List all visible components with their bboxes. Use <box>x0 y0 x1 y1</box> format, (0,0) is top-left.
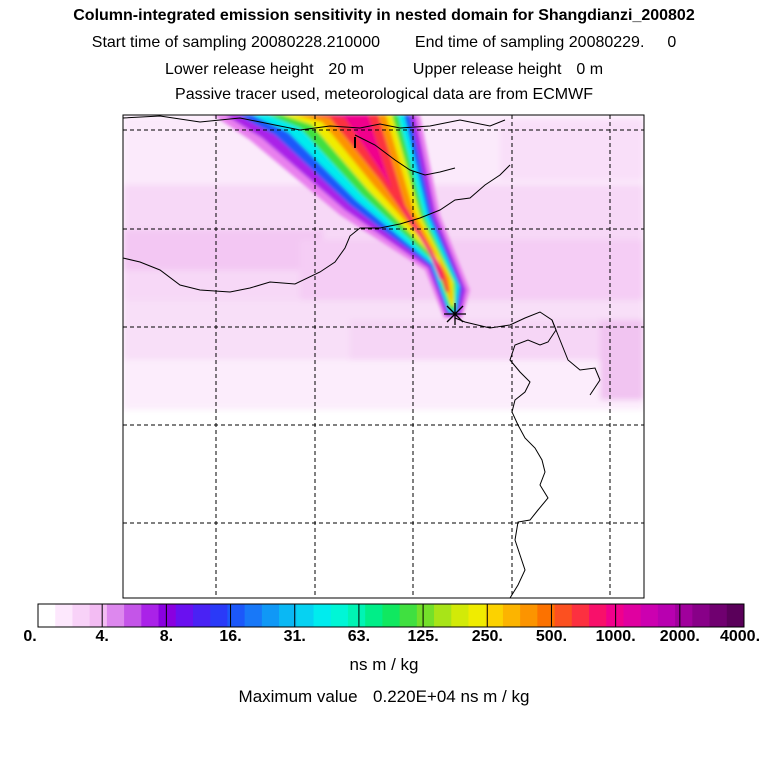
colorbar-swatch <box>192 604 211 627</box>
colorbar-swatch <box>210 604 228 627</box>
maximum-value: Maximum value 0.220E+04 ns m / kg <box>0 687 768 707</box>
colorbar-unit: ns m / kg <box>349 655 419 674</box>
max-unit: ns m / kg <box>460 687 530 706</box>
colorbar-swatch <box>571 604 590 627</box>
chart-title: Column-integrated emission sensitivity i… <box>73 7 695 24</box>
plume-band-red <box>310 115 449 292</box>
colorbar-swatch <box>365 604 383 627</box>
tracer-info: Passive tracer used, meteorological data… <box>175 86 593 103</box>
colorbar-swatch <box>261 604 280 627</box>
colorbar-tick-label: 2000. <box>659 628 700 645</box>
colorbar-swatch <box>640 604 659 627</box>
colorbar-tick-label: 8. <box>159 628 174 645</box>
colorbar-tick-label: 250. <box>471 628 503 645</box>
colorbar-tick-label: 63. <box>347 628 371 645</box>
colorbar-swatch <box>141 604 160 627</box>
background-sensitivity <box>123 115 644 410</box>
release-heights: Lower release height 20 m Upper release … <box>0 61 768 79</box>
map-frame <box>122 114 645 599</box>
plume <box>213 115 470 318</box>
colorbar-tick-label: 31. <box>283 628 306 645</box>
map-field <box>123 115 644 598</box>
colorbar-tick-label: 4. <box>95 628 109 645</box>
colorbar-swatch <box>279 604 297 627</box>
end-suffix: 0 <box>667 34 677 51</box>
colorbar-swatch <box>451 604 469 627</box>
colorbar-tick-label: 125. <box>407 628 439 645</box>
colorbar-tick-label: 1000. <box>595 628 636 645</box>
lower-label: Lower release height <box>164 61 314 78</box>
plume-band-green <box>268 115 456 310</box>
colorbar-swatch <box>606 604 624 627</box>
colorbar-swatch <box>657 604 676 627</box>
colorbar-swatch <box>399 604 418 627</box>
colorbar-frame <box>37 603 745 628</box>
colorbar-swatch <box>313 604 332 627</box>
receptor-marker <box>444 303 466 325</box>
colorbar-swatch <box>726 604 745 627</box>
colorbar-swatch <box>106 604 125 627</box>
colorbar-swatch <box>175 604 194 627</box>
upper-value: 0 m <box>576 61 604 78</box>
colorbar <box>37 603 745 628</box>
colorbar-swatch <box>589 604 607 627</box>
max-label: Maximum value <box>238 687 358 706</box>
lower-value: 20 m <box>328 61 364 78</box>
colorbar-swatch <box>485 604 504 627</box>
start-value: 20080228.210000 <box>250 34 380 51</box>
colorbar-swatch <box>347 604 366 627</box>
colorbar-swatch <box>72 604 91 627</box>
colorbar-tick-label: 4000. <box>719 628 761 645</box>
colorbar-swatch <box>709 604 728 627</box>
colorbar-tick-label: 16. <box>219 628 242 645</box>
colorbar-swatch <box>382 604 401 627</box>
colorbar-tick-label: 0. <box>23 628 37 645</box>
end-value: 20080229. <box>568 34 645 51</box>
colorbar-swatch <box>296 604 315 627</box>
colorbar-swatch <box>468 604 487 627</box>
colorbar-swatch <box>38 604 56 627</box>
colorbar-swatch <box>554 604 573 627</box>
colorbar-swatch <box>244 604 263 627</box>
colorbar-swatch <box>675 604 693 627</box>
sampling-times: Start time of sampling 20080228.210000 E… <box>0 34 768 52</box>
colorbar-swatch <box>692 604 711 627</box>
end-label: End time of sampling <box>414 34 565 51</box>
colorbar-swatch <box>330 604 349 627</box>
upper-label: Upper release height <box>412 61 562 78</box>
colorbar-swatch <box>227 604 246 627</box>
colorbar-swatch <box>520 604 538 627</box>
colorbar-swatch <box>537 604 556 627</box>
colorbar-tick-label: 500. <box>535 628 568 645</box>
start-label: Start time of sampling <box>91 34 247 51</box>
colorbar-swatch <box>55 604 73 627</box>
coastlines <box>123 115 601 598</box>
grid-lines <box>123 115 644 598</box>
colorbar-swatch <box>502 604 521 627</box>
colorbar-swatch <box>124 604 142 627</box>
colorbar-swatch <box>623 604 642 627</box>
colorbar-swatch <box>416 604 435 627</box>
max-value: 0.220E+04 <box>373 687 456 706</box>
colorbar-swatch <box>158 604 177 627</box>
colorbar-swatch <box>89 604 108 627</box>
colorbar-swatch <box>434 604 452 627</box>
